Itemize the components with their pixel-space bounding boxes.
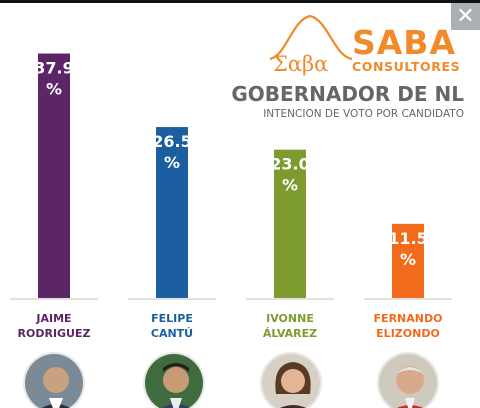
category-label-ivonne-alvarez-1: IVONNE xyxy=(266,312,314,325)
avatar-fernando-elizondo xyxy=(377,352,439,408)
unit-label-ivonne-alvarez: % xyxy=(282,176,298,195)
logo-subtitle: CONSULTORES xyxy=(352,59,461,74)
category-label-fernando-elizondo-2: ELIZONDO xyxy=(376,327,440,340)
category-label-ivonne-alvarez-2: ÁLVAREZ xyxy=(263,327,317,340)
category-label-felipe-cantu-1: FELIPE xyxy=(151,312,193,325)
chart-subtitle: INTENCION DE VOTO POR CANDIDATO xyxy=(263,108,464,120)
bar-ivonne-alvarez xyxy=(274,149,306,298)
bar-fernando-elizondo xyxy=(392,223,424,298)
chart-title: GOBERNADOR DE NL xyxy=(231,82,464,106)
category-label-jaime-rodriguez-1: JAIME xyxy=(35,312,71,325)
value-label-fernando-elizondo: 11.5 xyxy=(388,229,427,248)
avatar-jaime-rodriguez xyxy=(23,352,85,408)
close-button[interactable]: ✕ xyxy=(451,3,480,30)
unit-label-jaime-rodriguez: % xyxy=(46,80,62,99)
value-label-felipe-cantu: 26.5 xyxy=(152,132,191,151)
unit-label-felipe-cantu: % xyxy=(164,153,180,172)
category-label-felipe-cantu-2: CANTÚ xyxy=(151,327,193,340)
top-bar xyxy=(0,0,480,3)
bar-jaime-rodriguez xyxy=(38,53,70,298)
value-label-ivonne-alvarez: 23.0 xyxy=(270,155,309,174)
value-label-jaime-rodriguez: 37.9 xyxy=(34,59,73,78)
category-label-jaime-rodriguez-2: RODRIGUEZ xyxy=(18,327,91,340)
close-icon: ✕ xyxy=(456,4,475,29)
category-label-fernando-elizondo-1: FERNANDO xyxy=(374,312,443,325)
bar-felipe-cantu xyxy=(156,127,188,298)
unit-label-fernando-elizondo: % xyxy=(400,250,416,269)
logo-greek-text: Σαβα xyxy=(273,52,329,76)
saba-logo: Σαβα SABA CONSULTORES xyxy=(268,12,468,80)
avatar-felipe-cantu xyxy=(143,352,205,408)
avatar-ivonne-alvarez xyxy=(260,352,322,408)
bell-curve-icon xyxy=(269,14,353,61)
logo-brand: SABA xyxy=(352,23,456,62)
